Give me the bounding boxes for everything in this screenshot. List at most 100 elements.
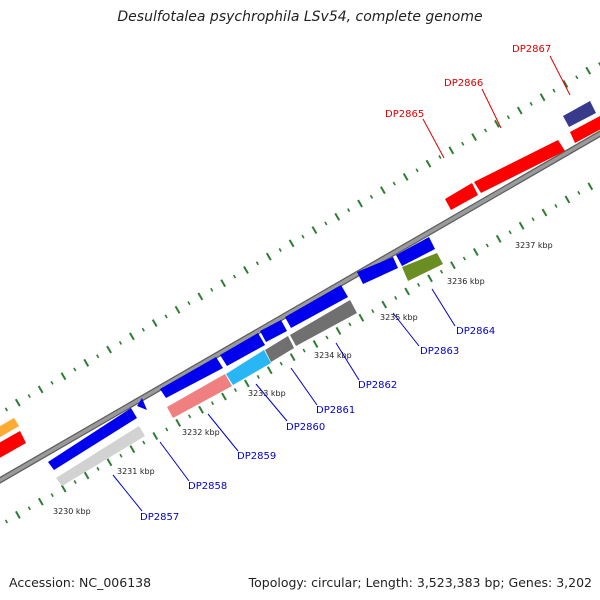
gene-label-DP2861[interactable]: DP2861 xyxy=(316,405,355,416)
tick-mark xyxy=(119,453,123,458)
tick-mark xyxy=(197,292,204,301)
tick-mark xyxy=(289,353,296,362)
gene-arrow-DP2857[interactable] xyxy=(48,408,137,470)
feature-arrow[interactable] xyxy=(570,116,600,143)
gene-arrow-DP2865[interactable] xyxy=(445,183,478,210)
tick-mark xyxy=(244,379,250,388)
gene-arrow-DP2866[interactable] xyxy=(474,140,565,193)
gene-arrow-DP2858[interactable] xyxy=(56,426,145,486)
tick-mark xyxy=(96,466,100,471)
tick-mark xyxy=(278,248,282,252)
tick-mark xyxy=(141,327,145,332)
feature-track xyxy=(0,101,600,486)
feature-arrow[interactable] xyxy=(357,257,398,284)
gene-label-DP2859[interactable]: DP2859 xyxy=(237,451,276,462)
gene-label-DP2866[interactable]: DP2866 xyxy=(444,78,483,89)
tick-mark xyxy=(37,497,44,506)
tick-mark xyxy=(585,66,592,75)
gene-label-DP2857[interactable]: DP2857 xyxy=(140,512,179,523)
tick-mark xyxy=(27,506,31,511)
gene-label-DP2867[interactable]: DP2867 xyxy=(512,44,551,55)
tick-mark xyxy=(415,168,419,173)
tick-mark xyxy=(471,133,478,142)
tick-mark xyxy=(334,212,341,221)
tick-mark xyxy=(358,313,365,322)
feature-arrow[interactable] xyxy=(0,418,19,440)
tick-mark xyxy=(152,432,159,440)
genome-backbone xyxy=(0,130,600,484)
tick-mark xyxy=(187,301,191,306)
feature-arrow[interactable] xyxy=(396,237,435,266)
feature-arrow[interactable] xyxy=(260,320,287,342)
tick-mark xyxy=(83,358,90,367)
tick-mark xyxy=(129,332,135,341)
tick-mark xyxy=(495,234,502,243)
callout-lines xyxy=(112,55,571,512)
gene-label-DP2864[interactable]: DP2864 xyxy=(456,326,495,337)
tick-mark xyxy=(15,510,21,519)
tick-mark xyxy=(83,471,90,480)
tick-label: 3232 kbp xyxy=(182,428,220,437)
tick-mark xyxy=(174,305,181,314)
tick-mark xyxy=(142,440,146,445)
tick-mark xyxy=(232,274,237,279)
tick-mark xyxy=(325,335,329,340)
tick-mark xyxy=(392,181,396,186)
tick-mark xyxy=(210,401,215,406)
tick-mark xyxy=(37,385,44,394)
tick-mark xyxy=(96,354,100,359)
tick-mark xyxy=(106,345,112,354)
tick-marks xyxy=(4,62,600,524)
gene-label-DP2865[interactable]: DP2865 xyxy=(385,109,424,120)
tick-mark xyxy=(371,309,375,314)
feature-arrow[interactable] xyxy=(220,333,265,366)
tick-mark xyxy=(552,88,556,93)
tick-mark xyxy=(335,326,342,335)
tick-mark xyxy=(529,101,533,106)
tick-mark xyxy=(462,256,466,261)
gene-arrow-DP2862[interactable] xyxy=(160,357,223,398)
tick-mark xyxy=(508,230,512,235)
tick-mark xyxy=(347,208,351,213)
gene-label-DP2863[interactable]: DP2863 xyxy=(420,346,459,357)
tick-mark xyxy=(4,407,9,412)
gene-label-DP2860[interactable]: DP2860 xyxy=(286,422,325,433)
gene-label-DP2862[interactable]: DP2862 xyxy=(358,380,397,391)
tick-mark xyxy=(302,348,306,353)
tick-mark xyxy=(220,279,227,288)
tick-mark xyxy=(60,484,67,493)
gene-arrow-DP2864[interactable] xyxy=(402,253,443,281)
gene-arrow-DP2860[interactable] xyxy=(226,350,271,385)
tick-mark xyxy=(564,195,571,204)
tick-mark xyxy=(311,226,318,235)
feature-arrow[interactable] xyxy=(285,285,348,328)
gene-arrow-DP2867[interactable] xyxy=(563,101,596,127)
gene-arrow-DP2859[interactable] xyxy=(167,374,232,418)
tick-mark xyxy=(448,146,455,155)
gene-arrow-DP2861[interactable] xyxy=(265,336,294,362)
gene-arrow-DP2863[interactable] xyxy=(290,300,357,346)
tick-mark xyxy=(324,221,328,226)
tick-mark xyxy=(266,366,273,375)
tick-label: 3233 kbp xyxy=(248,389,286,398)
tick-mark xyxy=(472,248,479,256)
gene-label-DP2858[interactable]: DP2858 xyxy=(188,481,227,492)
tick-mark xyxy=(369,194,374,199)
tick-mark xyxy=(516,106,523,115)
tick-label: 3237 kbp xyxy=(515,241,553,250)
tick-mark xyxy=(256,374,260,379)
tick-mark xyxy=(60,372,67,381)
tick-label: 3235 kbp xyxy=(380,313,418,322)
tick-labels: 3230 kbp 3231 kbp 3232 kbp 3233 kbp 3234… xyxy=(53,241,553,516)
tick-mark xyxy=(485,243,489,248)
tick-mark xyxy=(221,392,227,401)
map-title: Desulfotalea psychrophila LSv54, complet… xyxy=(117,9,483,25)
feature-arrow[interactable] xyxy=(137,398,147,410)
tick-mark xyxy=(506,115,510,120)
tick-mark xyxy=(243,265,249,274)
accession-text: Accession: NC_006138 xyxy=(9,575,152,590)
feature-arrow[interactable] xyxy=(0,431,26,460)
tick-mark xyxy=(255,261,259,266)
tick-label: 3234 kbp xyxy=(314,351,352,360)
